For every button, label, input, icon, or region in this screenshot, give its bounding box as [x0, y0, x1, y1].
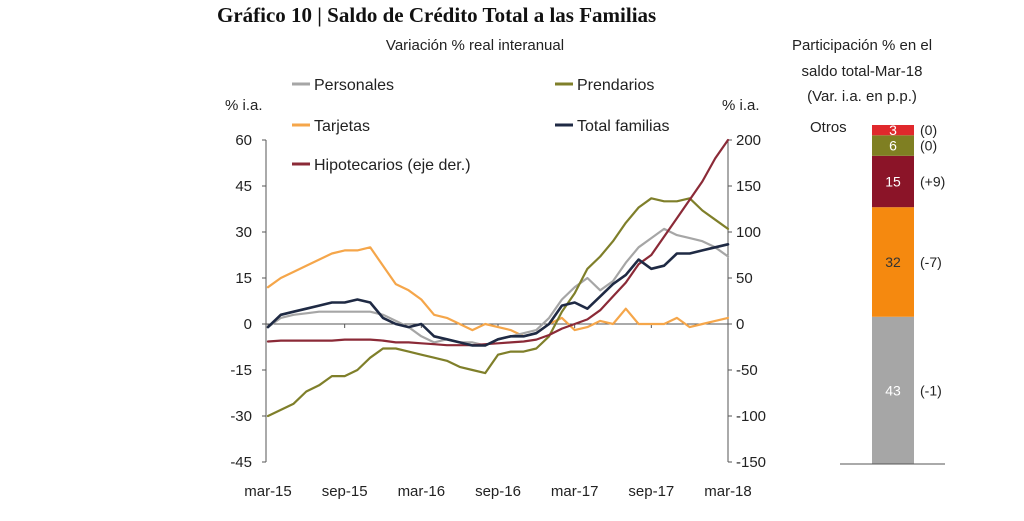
left-tick-label: 60: [235, 132, 252, 149]
share-value-otros: 3: [889, 122, 897, 138]
left-tick-label: 45: [235, 178, 252, 195]
share-delta-tarjetas: (-7): [920, 254, 942, 270]
share-value-prendarios: 6: [889, 138, 897, 154]
series-line-tarjetas: [266, 246, 730, 338]
right-tick-label: -150: [736, 454, 766, 471]
share-delta-otros: (0): [920, 122, 937, 138]
share-title-line: (Var. i.a. en p.p.): [807, 88, 917, 105]
share-category-label: Otros: [810, 119, 847, 136]
x-tick-label: sep-17: [628, 483, 674, 500]
legend-label-personales: Personales: [314, 77, 394, 94]
share-value-personales: 43: [885, 382, 901, 398]
legend-label-prendarios: Prendarios: [577, 77, 654, 94]
share-title-line: Participación % en el: [792, 37, 932, 54]
right-tick-label: 100: [736, 224, 761, 241]
series-lines: [266, 138, 730, 418]
legend-label-tarjetas: Tarjetas: [314, 118, 370, 135]
x-tick-label: mar-15: [244, 483, 292, 500]
share-value-tarjetas: 32: [885, 254, 901, 270]
right-tick-label: -100: [736, 408, 766, 425]
left-axis: 60 45 30 15 0 -15 -30 -45: [230, 132, 267, 471]
series-line-total-familias: [266, 243, 730, 347]
share-delta-personales: (-1): [920, 382, 942, 398]
share-value-hipotecarios: 15: [885, 174, 901, 190]
chart-subtitle: Variación % real interanual: [386, 37, 564, 54]
x-axis: mar-15 sep-15 mar-16 sep-16 mar-17 sep-17 mar-…: [244, 323, 752, 500]
x-tick-label: mar-16: [398, 483, 446, 500]
left-tick-label: -30: [230, 408, 252, 425]
share-segment-otros: [872, 125, 914, 136]
left-tick-label: 30: [235, 224, 252, 241]
left-tick-label: 0: [244, 316, 252, 333]
right-tick-label: 0: [736, 316, 744, 333]
series-line-hipotecarios: [266, 138, 730, 347]
left-tick-label: -45: [230, 454, 252, 471]
left-tick-label: 15: [235, 270, 252, 287]
right-tick-label: 50: [736, 270, 753, 287]
right-tick-label: 200: [736, 132, 761, 149]
share-title-line: saldo total-Mar-18: [802, 63, 923, 80]
right-axis-unit: % i.a.: [722, 97, 760, 114]
left-axis-unit: % i.a.: [225, 97, 263, 114]
right-tick-label: 150: [736, 178, 761, 195]
share-segment-tarjetas: [872, 207, 914, 317]
share-delta-hipotecarios: (+9): [920, 174, 945, 190]
share-delta-prendarios: (0): [920, 138, 937, 154]
legend-label-hipotecarios: Hipotecarios (eje der.): [314, 157, 471, 174]
left-tick-label: -15: [230, 362, 252, 379]
legend: Personales Prendarios Tarjetas Total famili…: [292, 77, 669, 174]
share-segment-prendarios: [872, 135, 914, 156]
x-tick-label: sep-16: [475, 483, 521, 500]
share-segment-hipotecarios: [872, 155, 914, 208]
series-line-prendarios: [266, 197, 730, 418]
x-tick-label: sep-15: [322, 483, 368, 500]
share-stacked-bar: Participación % en el saldo total-Mar-18 (…: [792, 37, 945, 465]
chart-title: Gráfico 10 | Saldo de Crédito Total a la…: [217, 3, 656, 27]
x-tick-label: mar-18: [704, 483, 752, 500]
x-tick-label: mar-17: [551, 483, 599, 500]
legend-label-total-familias: Total familias: [577, 118, 669, 135]
right-tick-label: -50: [736, 362, 758, 379]
right-axis: 200 150 100 50 0 -50 -100 -150: [727, 132, 766, 471]
share-segment-personales: [872, 316, 914, 464]
